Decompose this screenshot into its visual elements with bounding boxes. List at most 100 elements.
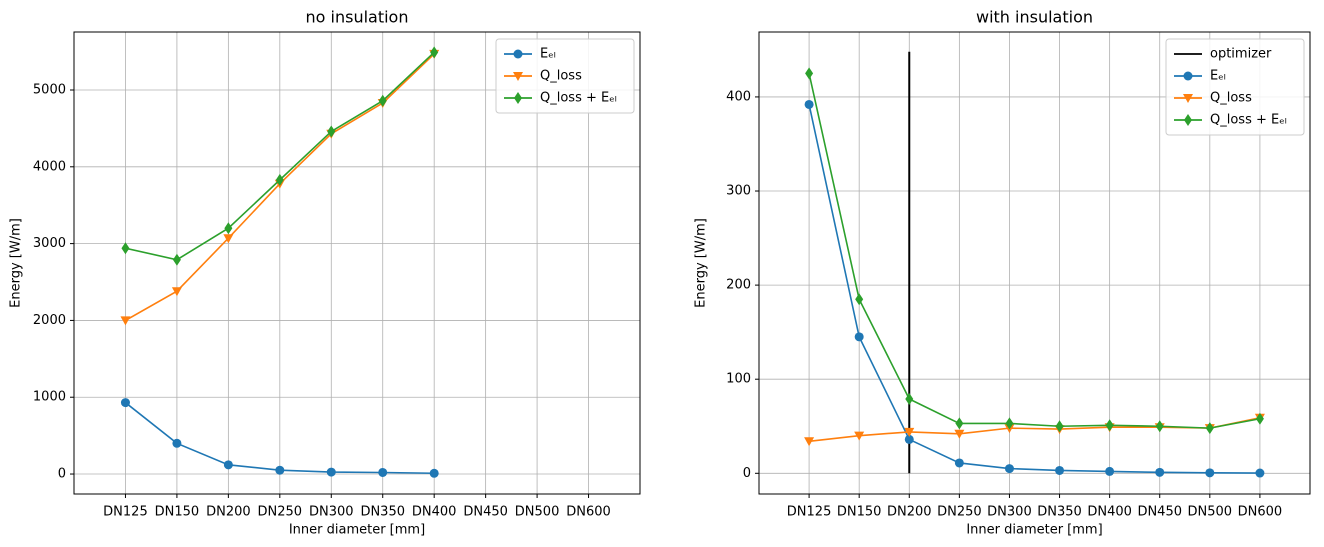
y-tick-label: 100	[726, 372, 751, 387]
x-tick-label: DN350	[1037, 505, 1082, 520]
marker	[172, 438, 182, 448]
chart-title: with insulation	[976, 8, 1093, 27]
marker	[223, 460, 233, 470]
y-axis-label: Energy [W/m]	[694, 218, 709, 308]
x-tick-label: DN125	[787, 505, 832, 520]
legend-marker	[1184, 114, 1192, 126]
marker	[804, 437, 815, 447]
x-tick-label: DN500	[1188, 505, 1233, 520]
marker	[172, 253, 181, 266]
y-tick-label: 2000	[33, 313, 66, 328]
series-line	[808, 104, 1260, 474]
marker	[954, 458, 964, 468]
marker	[904, 427, 915, 437]
marker	[1205, 422, 1214, 435]
x-tick-label: DN300	[987, 505, 1032, 520]
marker	[955, 417, 964, 430]
x-tick-label: DN600	[566, 505, 611, 520]
x-tick-label: DN500	[515, 505, 560, 520]
legend-box	[495, 38, 635, 114]
y-tick-label: 0	[58, 467, 66, 482]
subplot: DN125 DN150 DN200 DN250 DN300 DN350 DN400 DN450…	[9, 8, 641, 538]
x-axis-label: Inner diameter [mm]	[966, 523, 1102, 538]
legend-marker	[513, 72, 523, 81]
y-tick-label: 3000	[33, 236, 66, 251]
legend: Eₑₗ Q_loss Q_loss + Eₑₗ	[495, 38, 635, 114]
marker	[1004, 464, 1014, 474]
x-tick-label: DN600	[1238, 505, 1283, 520]
x-tick-label: DN450	[463, 505, 508, 520]
subplot: DN125 DN150 DN200 DN250 DN300 DN350 DN400 DN450…	[694, 8, 1311, 538]
x-tick-label: DN250	[258, 505, 303, 520]
y-tick-label: 4000	[33, 159, 66, 174]
marker	[854, 431, 865, 441]
legend-box	[1165, 38, 1305, 136]
legend-marker	[1183, 71, 1193, 81]
legend-label: Q_loss + Eₑₗ	[1210, 113, 1287, 128]
marker	[275, 465, 285, 475]
chart-title: no insulation	[306, 8, 409, 27]
x-tick-label: DN300	[309, 505, 354, 520]
marker	[120, 398, 130, 408]
legend-label: Q_loss	[540, 69, 582, 84]
marker	[429, 468, 439, 478]
marker	[1205, 468, 1215, 478]
x-tick-label: DN150	[837, 505, 882, 520]
marker	[1255, 412, 1264, 425]
marker	[378, 467, 388, 477]
x-tick-label: DN200	[206, 505, 251, 520]
marker	[275, 173, 284, 186]
legend-label: optimizer	[1210, 47, 1272, 62]
marker	[223, 234, 234, 244]
x-tick-label: DN400	[1087, 505, 1132, 520]
legend-marker	[1183, 94, 1193, 103]
marker	[1055, 420, 1064, 433]
x-axis-label: Inner diameter [mm]	[289, 523, 425, 538]
legend-label: Eₑₗ	[540, 47, 556, 62]
marker	[121, 242, 130, 255]
marker	[1155, 467, 1165, 477]
y-tick-label: 0	[743, 466, 751, 481]
marker	[326, 467, 336, 477]
marker	[805, 67, 814, 80]
marker	[378, 94, 387, 107]
x-tick-label: DN125	[103, 505, 148, 520]
marker	[1055, 465, 1065, 475]
x-tick-label: DN400	[412, 505, 457, 520]
marker	[905, 392, 914, 405]
marker	[224, 222, 233, 235]
marker	[854, 332, 864, 342]
marker	[1255, 468, 1265, 478]
marker	[954, 429, 965, 439]
marker	[1155, 420, 1164, 433]
marker	[1005, 417, 1014, 430]
x-tick-label: DN200	[887, 505, 932, 520]
marker	[171, 287, 182, 297]
x-tick-label: DN350	[360, 505, 405, 520]
legend-marker	[513, 49, 523, 59]
y-tick-label: 400	[726, 89, 751, 104]
marker	[855, 293, 864, 306]
marker	[120, 316, 131, 326]
axes-frame	[73, 31, 641, 495]
x-tick-label: DN150	[155, 505, 200, 520]
legend-label: Eₑₗ	[1210, 69, 1226, 84]
y-tick-label: 1000	[33, 390, 66, 405]
y-tick-label: 300	[726, 184, 751, 199]
axes-frame	[758, 31, 1311, 495]
y-axis-label: Energy [W/m]	[9, 218, 24, 308]
legend-label: Q_loss + Eₑₗ	[540, 91, 617, 106]
marker	[1105, 419, 1114, 432]
x-tick-label: DN450	[1137, 505, 1182, 520]
series-line	[808, 73, 1261, 429]
legend-marker	[514, 92, 522, 104]
marker	[327, 125, 336, 138]
series-line	[809, 417, 1261, 443]
marker	[1105, 466, 1115, 476]
y-tick-label: 200	[726, 278, 751, 293]
legend: optimizer Eₑₗ Q_loss Q_loss + Eₑₗ	[1165, 38, 1305, 136]
marker	[904, 434, 914, 444]
marker	[804, 99, 814, 109]
legend-label: Q_loss	[1210, 91, 1252, 106]
